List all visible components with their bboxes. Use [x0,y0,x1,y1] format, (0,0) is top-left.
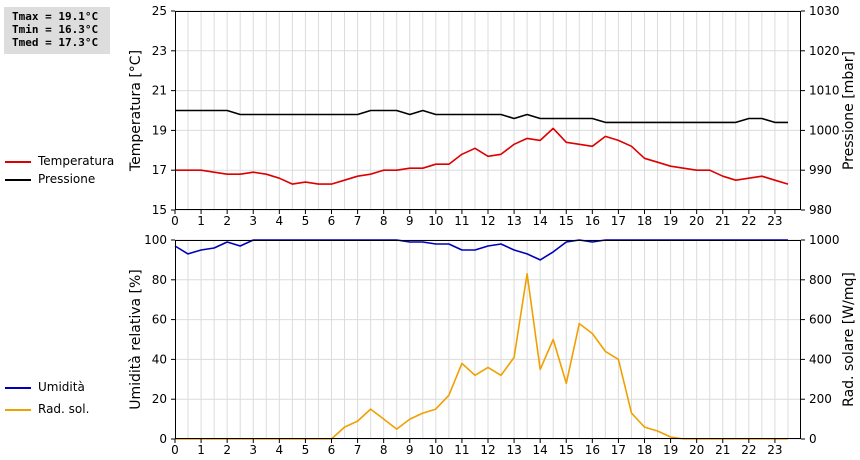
y-tick-label-left: 80 [152,273,167,287]
x-tick-label: 12 [480,443,495,457]
x-tick-label: 20 [689,443,704,457]
x-tick-label: 20 [689,214,704,228]
x-tick-label: 16 [585,214,600,228]
legend-swatch-temperatura [5,161,31,163]
series-line-temperatura [175,127,789,185]
y-axis-title-left: Umidità relativa [%] [128,269,144,410]
x-tick-label: 17 [611,443,626,457]
x-tick-label: 17 [611,214,626,228]
x-tick-label: 1 [197,443,205,457]
x-tick-label: 4 [276,214,284,228]
y-axis-title-left: Temperatura [°C] [128,50,144,172]
y-tick-label-left: 40 [152,352,167,366]
x-tick-label: 16 [585,443,600,457]
x-tick-label: 11 [454,214,469,228]
y-tick-label-right: 600 [809,313,832,327]
legend-label-rad-sol: Rad. sol. [38,402,90,416]
y-tick-label-left: 15 [152,203,167,217]
x-tick-label: 6 [328,443,336,457]
x-tick-label: 6 [328,214,336,228]
x-tick-label: 23 [767,214,782,228]
x-tick-label: 21 [715,443,730,457]
y-tick-label-right: 400 [809,352,832,366]
x-tick-label: 19 [663,443,678,457]
x-tick-label: 3 [249,214,257,228]
x-tick-label: 23 [767,443,782,457]
x-tick-label: 10 [428,214,443,228]
x-tick-label: 5 [302,443,310,457]
x-tick-label: 4 [276,443,284,457]
y-axis-title-right: Pressione [mbar] [841,51,857,170]
y-tick-label-left: 20 [152,392,167,406]
x-tick-label: 15 [559,443,574,457]
x-tick-label: 0 [171,214,179,228]
y-tick-label-left: 100 [144,233,167,247]
x-tick-label: 1 [197,214,205,228]
tmed-readout: Tmed = 17.3°C [12,36,99,49]
y-tick-label-right: 990 [809,163,832,177]
legend-swatch-umidita [5,387,31,389]
x-tick-label: 15 [559,214,574,228]
y-tick-label-left: 17 [152,163,167,177]
x-tick-label: 8 [380,443,388,457]
y-tick-label-left: 21 [152,84,167,98]
x-tick-label: 18 [637,214,652,228]
x-tick-label: 7 [354,443,362,457]
x-tick-label: 2 [223,214,231,228]
stats-box: Tmax = 19.1°C Tmin = 16.3°C Tmed = 17.3°… [4,7,110,54]
x-tick-label: 0 [171,443,179,457]
y-tick-label-right: 1000 [809,123,840,137]
y-tick-label-left: 60 [152,313,167,327]
y-tick-label-left: 23 [152,44,167,58]
y-tick-label-right: 200 [809,392,832,406]
x-tick-label: 18 [637,443,652,457]
chart-temp-pressure: 0 1 2 3 4 5 6 7 8 9 10 11 12 13 14 15 16 17 18 19 20 21 22 2315… [128,4,857,228]
y-tick-label-right: 980 [809,203,832,217]
y-tick-label-right: 0 [809,432,817,446]
tmax-readout: Tmax = 19.1°C [12,10,99,23]
legend-label-temperatura: Temperatura [38,154,115,168]
legend-label-pressione: Pressione [38,172,96,186]
x-tick-label: 9 [406,214,414,228]
y-tick-label-right: 1000 [809,233,840,247]
legend-swatch-rad-sol [5,409,31,411]
x-tick-label: 13 [506,443,521,457]
series-line-rad-sol [175,272,788,440]
x-tick-label: 14 [533,443,548,457]
legend-label-umidita: Umidità [38,380,85,394]
x-tick-label: 2 [223,443,231,457]
x-tick-label: 10 [428,443,443,457]
chart-humidity-radiation: 0 1 2 3 4 5 6 7 8 9 10 11 12 13 14 15 16 17 18 19 20 21 22 2302… [128,233,857,457]
plot-frame [175,11,801,210]
y-tick-label-left: 19 [152,123,167,137]
x-tick-label: 11 [454,443,469,457]
plot-frame [175,240,801,439]
legend-swatch-pressione [5,179,31,181]
x-tick-label: 21 [715,214,730,228]
x-tick-label: 7 [354,214,362,228]
y-tick-label-right: 1030 [809,4,840,18]
x-tick-label: 22 [741,443,756,457]
y-tick-label-right: 1020 [809,44,840,58]
y-axis-title-right: Rad. solare [W/mq] [841,272,857,407]
x-tick-label: 19 [663,214,678,228]
series-line-pressione [175,109,788,124]
x-tick-label: 3 [249,443,257,457]
x-tick-label: 12 [480,214,495,228]
x-tick-label: 8 [380,214,388,228]
y-tick-label-right: 1010 [809,84,840,98]
series-line-umidit [174,239,788,261]
y-tick-label-left: 25 [152,4,167,18]
y-tick-label-left: 0 [159,432,167,446]
tmin-readout: Tmin = 16.3°C [12,23,99,36]
x-tick-label: 14 [533,214,548,228]
x-tick-label: 9 [406,443,414,457]
x-tick-label: 22 [741,214,756,228]
x-tick-label: 13 [506,214,521,228]
x-tick-label: 5 [302,214,310,228]
y-tick-label-right: 800 [809,273,832,287]
